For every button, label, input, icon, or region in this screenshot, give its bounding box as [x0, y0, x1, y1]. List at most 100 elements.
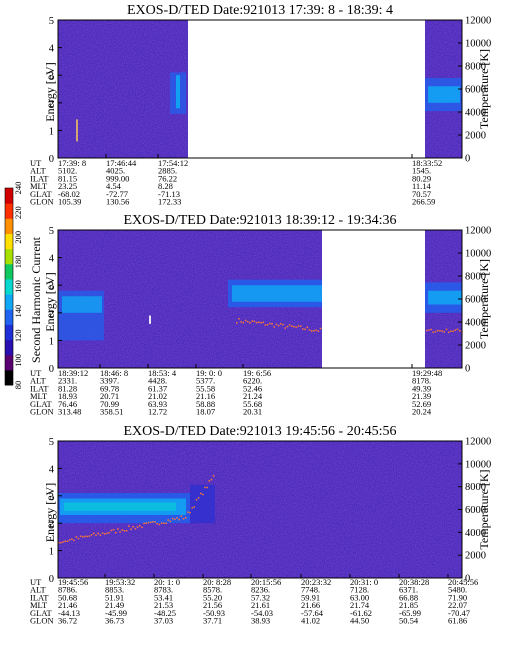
table-cell: 4.54 [106, 181, 122, 191]
row-label-ilat: ILAT [30, 383, 49, 393]
y-tick-label: 3 [49, 71, 54, 82]
ion-band-core [176, 75, 180, 109]
ut-value: 19: 6:56 [243, 368, 271, 378]
table-cell: -65.99 [399, 608, 421, 618]
temperature-point [169, 520, 172, 523]
table-cell: 23.25 [58, 181, 77, 191]
temperature-point [176, 517, 178, 519]
table-cell: 20.24 [412, 407, 432, 417]
temperature-point [275, 323, 278, 326]
temperature-point [288, 324, 291, 326]
temperature-point [282, 323, 284, 326]
colorbar-swatch [5, 309, 13, 325]
ut-value: 20:23:32 [301, 577, 331, 587]
table-cell: -61.62 [350, 608, 372, 618]
table-cell: 266.59 [412, 197, 435, 207]
y-right-tick-label: 2000 [465, 551, 486, 562]
temperature-point [99, 534, 102, 536]
colorbar-tick-label: 80 [13, 381, 23, 390]
temperature-point [82, 536, 84, 538]
table-cell: 37.71 [203, 616, 222, 626]
colorbar-tick-label: 120 [13, 329, 23, 342]
temperature-point [152, 520, 154, 523]
temperature-point [156, 523, 159, 525]
temperature-point [58, 541, 60, 544]
temperature-point [200, 492, 202, 495]
colorbar-tick-label: 160 [13, 280, 23, 293]
table-cell: -45.99 [105, 608, 127, 618]
panel-1: EXOS-D/TED Date:921013 17:39: 8 - 18:39:… [30, 3, 491, 207]
ut-value: 20:45:56 [448, 577, 478, 587]
table-cell: 57.32 [251, 592, 270, 602]
panel-2: EXOS-D/TED Date:921013 18:39:12 - 19:34:… [30, 213, 491, 417]
temperature-point [251, 320, 253, 322]
temperature-point [204, 486, 206, 489]
ut-value: 20:31: 0 [350, 577, 378, 587]
temperature-point [158, 523, 161, 526]
table-cell: 52.69 [412, 399, 431, 409]
temperature-point [160, 522, 163, 524]
temperature-point [206, 486, 208, 489]
temperature-point [284, 327, 287, 329]
temperature-point [154, 521, 156, 523]
row-label-glat: GLAT [30, 608, 53, 618]
table-cell: 172.33 [158, 197, 181, 207]
y-right-tick-label: 6000 [465, 505, 486, 516]
temperature-point [62, 541, 64, 543]
temperature-point [299, 325, 302, 328]
temperature-point [247, 320, 249, 323]
temperature-point [75, 536, 78, 538]
temperature-point [132, 526, 134, 528]
temperature-point [297, 325, 300, 327]
table-cell: -70.47 [448, 608, 470, 618]
y-tick-label: 2 [49, 99, 54, 110]
table-cell: 52.46 [243, 383, 262, 393]
ut-value: 18:39:12 [58, 368, 88, 378]
colorbar-swatch [5, 263, 13, 280]
table-cell: -48.25 [154, 608, 176, 618]
table-cell: 69.78 [100, 383, 119, 393]
temperature-point [195, 498, 198, 501]
table-cell: 38.93 [251, 616, 270, 626]
table-cell: 76.46 [58, 399, 77, 409]
temperature-point [68, 539, 71, 541]
y-right-tick-label: 0 [465, 364, 470, 375]
row-label-ut: UT [30, 158, 42, 168]
temperature-point [253, 320, 256, 323]
colorbar-label: Second Harmonic Current [29, 236, 43, 363]
temperature-point [266, 323, 269, 326]
colorbar-swatch [5, 339, 13, 356]
temperature-point [208, 480, 211, 482]
temperature-point [439, 330, 441, 332]
temperature-point [95, 534, 97, 537]
temperature-point [101, 532, 104, 534]
table-cell: 12.72 [148, 407, 167, 417]
ion-band-tail [190, 484, 215, 524]
table-cell: 313.48 [58, 407, 81, 417]
temperature-point [280, 323, 282, 325]
temperature-point [165, 522, 167, 525]
temperature-point [103, 533, 106, 535]
y-right-tick-label: 0 [465, 154, 470, 165]
row-label-glat: GLAT [30, 189, 53, 199]
table-cell: 8786. [58, 585, 77, 595]
row-label-alt: ALT [30, 166, 47, 176]
table-cell: 36.72 [58, 616, 77, 626]
temperature-point [210, 478, 213, 481]
temperature-point [88, 535, 91, 537]
y-tick-label: 4 [49, 44, 55, 55]
table-cell: 61.37 [148, 383, 167, 393]
table-cell: 81.28 [58, 383, 77, 393]
y-right-tick-label: 12000 [465, 437, 491, 448]
table-cell: 55.20 [203, 592, 222, 602]
temperature-point [145, 522, 148, 524]
table-cell: -44.13 [58, 608, 80, 618]
row-label-glon: GLON [30, 616, 54, 626]
ut-value: 20: 1: 0 [154, 577, 180, 587]
y-right-tick-label: 0 [465, 574, 470, 585]
temperature-point [73, 539, 75, 542]
table-cell: 8578. [203, 585, 222, 595]
y-tick-label: 5 [49, 437, 54, 448]
temperature-point [182, 517, 185, 520]
